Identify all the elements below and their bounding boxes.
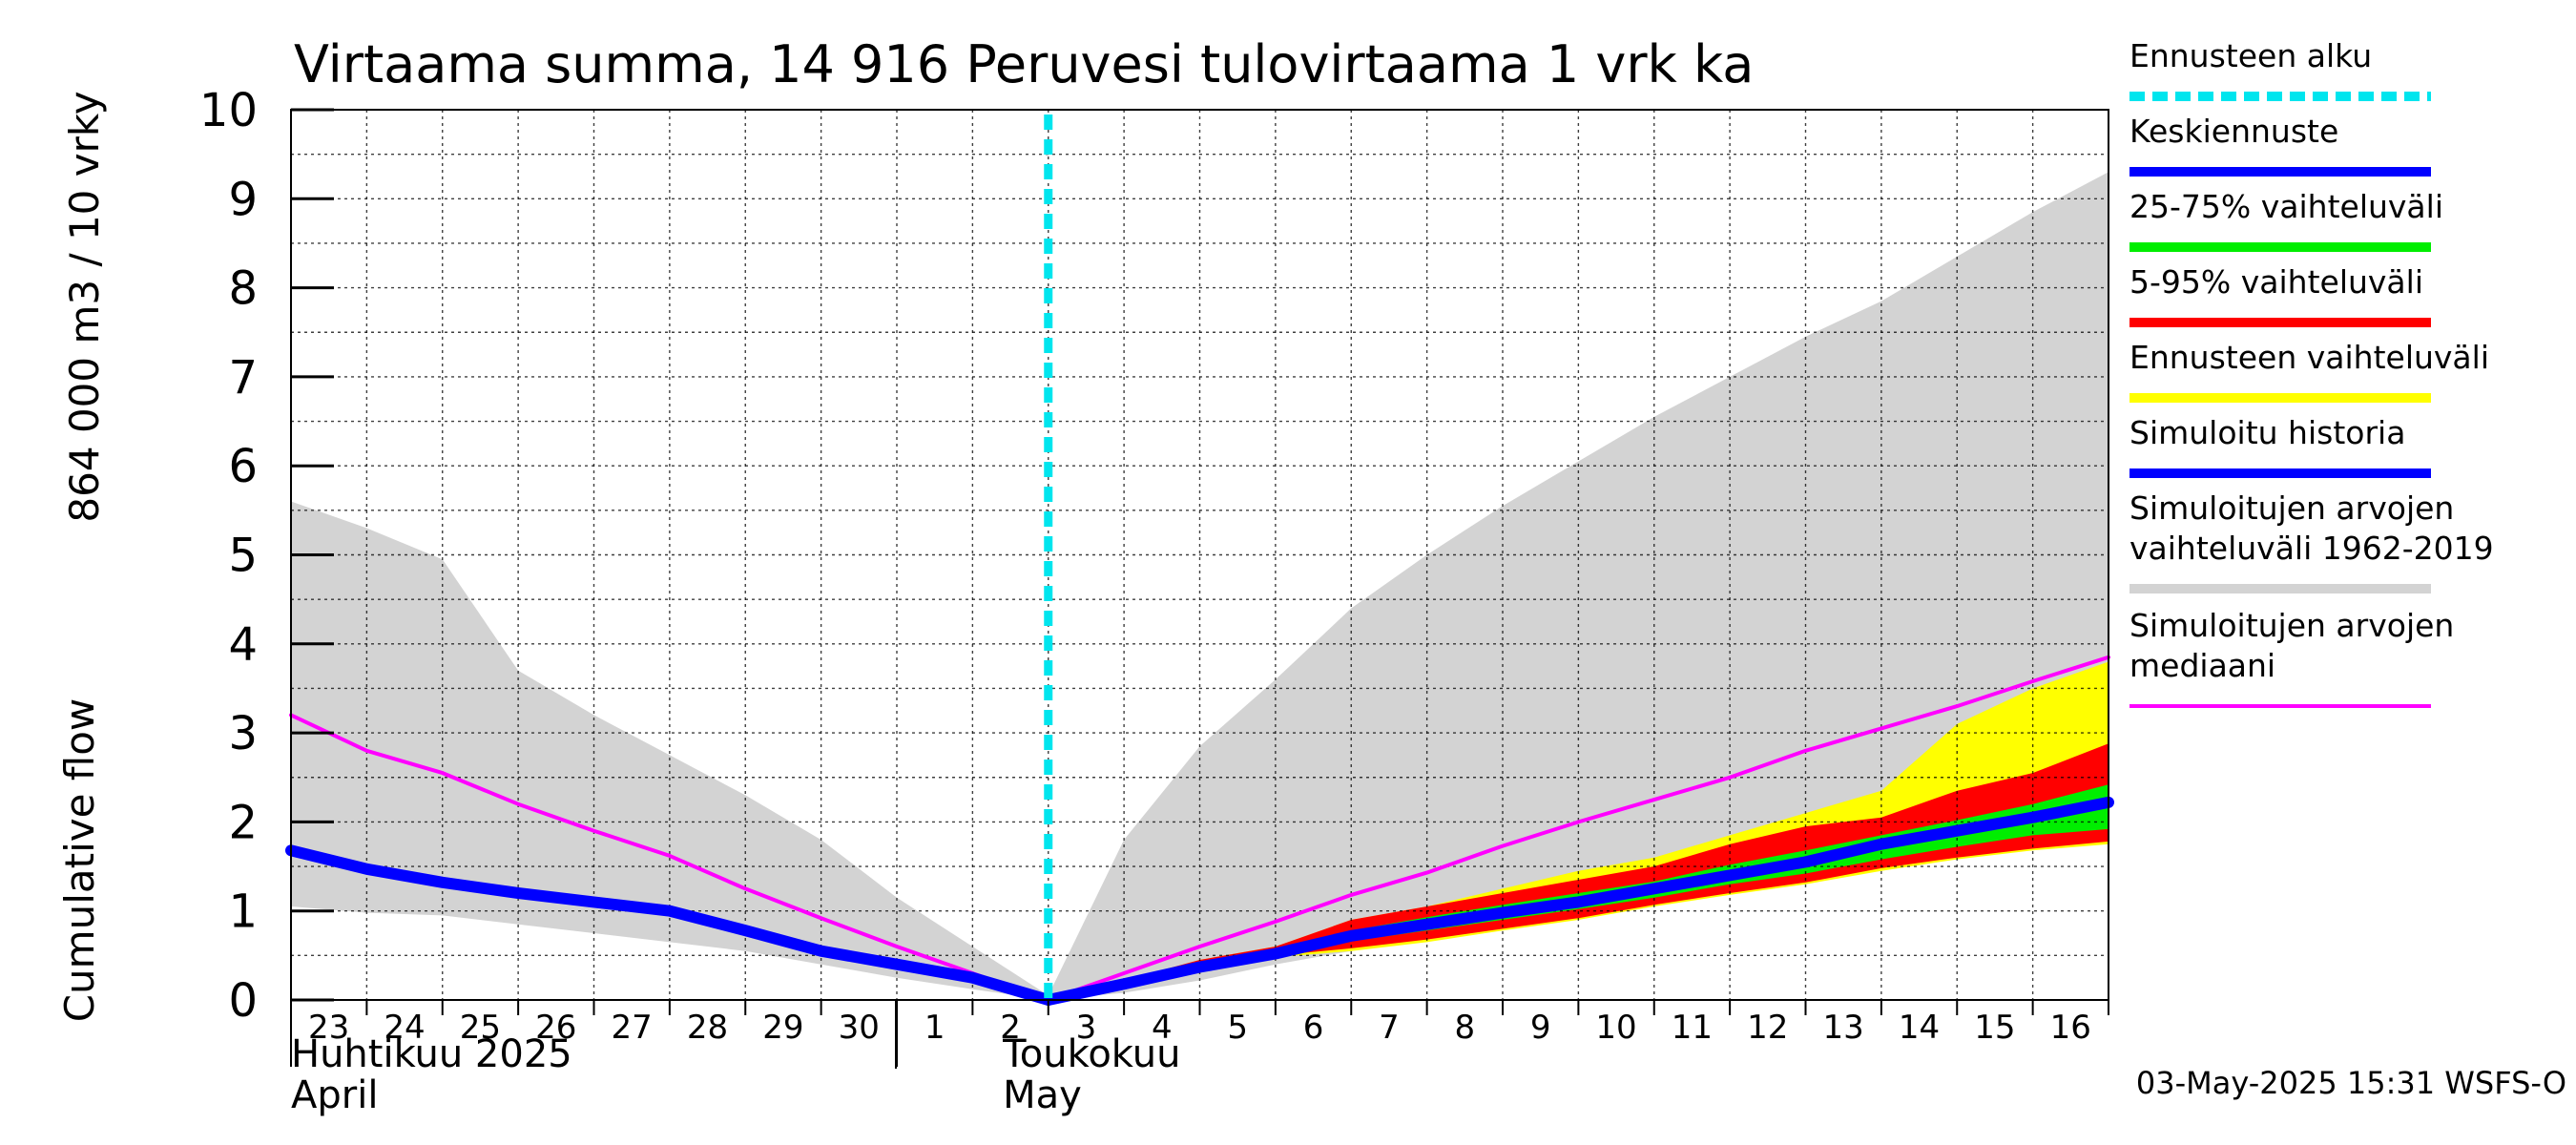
x-tick-label: 29 [762,1009,803,1047]
legend-item-ennusteen-alku: Ennusteen alku [2129,37,2431,101]
y-tick-label: 8 [228,262,258,316]
x-tick-label: 1 [924,1009,945,1047]
x-tick-label: 16 [2050,1009,2091,1047]
x-tick-label: 13 [1823,1009,1864,1047]
month-label: April [291,1073,378,1117]
x-tick-label: 5 [1227,1009,1248,1047]
x-tick-label: 24 [384,1009,425,1047]
legend-item-simuloitu-historia: Simuloitu historia [2129,414,2431,478]
legend-item-5-95-vaihteluv-li: 5-95% vaihteluväli [2129,263,2431,327]
y-axis-label-line: Cumulative flow [56,698,103,1023]
legend: Ennusteen alku Keskiennuste 25-75% vaihtel… [2129,37,2494,708]
legend-label: 5-95% vaihteluväli [2129,263,2423,301]
y-tick-label: 9 [228,173,258,226]
x-tick-label: 14 [1899,1009,1940,1047]
y-tick-label: 3 [228,707,258,760]
y-tick-label: 5 [228,530,258,583]
legend-item-25-75-vaihteluv-li: 25-75% vaihteluväli [2129,188,2443,252]
y-axis-label-line: 864 000 m3 / 10 vrky [61,91,108,522]
x-tick-label: 15 [1974,1009,2015,1047]
legend-item-keskiennuste: Keskiennuste [2129,113,2431,177]
legend-label: Ennusteen alku [2129,37,2372,74]
line-simuloitu-historia [285,844,1054,1006]
legend-label: Ennusteen vaihteluväli [2129,339,2489,376]
x-tick-label: 6 [1303,1009,1324,1047]
x-tick-label: 3 [1076,1009,1097,1047]
y-tick-label: 10 [199,84,258,137]
x-tick-label: 25 [460,1009,501,1047]
x-tick-label: 4 [1152,1009,1173,1047]
month-label: May [1003,1073,1082,1117]
legend-label: Keskiennuste [2129,113,2338,150]
y-tick-label: 2 [228,796,258,849]
legend-label: Simuloitujen arvojen [2129,489,2454,527]
legend-label: mediaani [2129,647,2275,684]
x-tick-label: 7 [1379,1009,1400,1047]
y-axis-label: 864 000 m3 / 10 vrky Cumulative flow [56,91,108,1022]
x-tick-label: 8 [1454,1009,1475,1047]
footer-timestamp: 03-May-2025 15:31 WSFS-O [2136,1065,2566,1101]
grid-layer [291,110,2109,1000]
x-tick-label: 26 [535,1009,576,1047]
y-tick-label: 6 [228,440,258,493]
plot-area [285,109,2114,1006]
legend-label: 25-75% vaihteluväli [2129,188,2443,225]
x-tick-label: 28 [687,1009,728,1047]
x-tick-label: 2 [1000,1009,1021,1047]
x-tick-label: 10 [1595,1009,1636,1047]
legend-label: vaihteluväli 1962-2019 [2129,530,2494,567]
chart-title: Virtaama summa, 14 916 Peruvesi tulovirt… [294,34,1754,94]
month-label: Toukokuu [1002,1032,1180,1076]
y-axis-ticks: 0 1 2 3 4 5 6 7 8 9 10 [199,84,334,1028]
x-tick-label: 30 [839,1009,880,1047]
legend-label: Simuloitu historia [2129,414,2405,451]
lines-layer [285,114,2114,1006]
month-label: Huhtikuu 2025 [291,1032,572,1076]
x-tick-label: 11 [1672,1009,1713,1047]
legend-label: Simuloitujen arvojen [2129,607,2454,644]
y-tick-label: 4 [228,618,258,672]
y-tick-label: 1 [228,885,258,939]
legend-item-ennusteen-vaihteluv-li: Ennusteen vaihteluväli [2129,339,2489,403]
x-axis-ticks: 23 24 25 26 27 28 29 30 1 2 3 4 5 6 7 8 9 10 11 12 13 14 15 16 [290,1000,2109,1069]
x-tick-label: 27 [612,1009,653,1047]
x-tick-label: 12 [1747,1009,1788,1047]
band-5-95-vaihteluv-li [1048,743,2109,1000]
x-tick-label: 9 [1530,1009,1551,1047]
line-simuloitujen-arvojen-mediaani [289,655,2110,1002]
line-keskiennuste [1042,796,2114,1006]
y-tick-label: 0 [228,974,258,1028]
x-tick-label: 23 [308,1009,349,1047]
y-tick-label: 7 [228,351,258,405]
